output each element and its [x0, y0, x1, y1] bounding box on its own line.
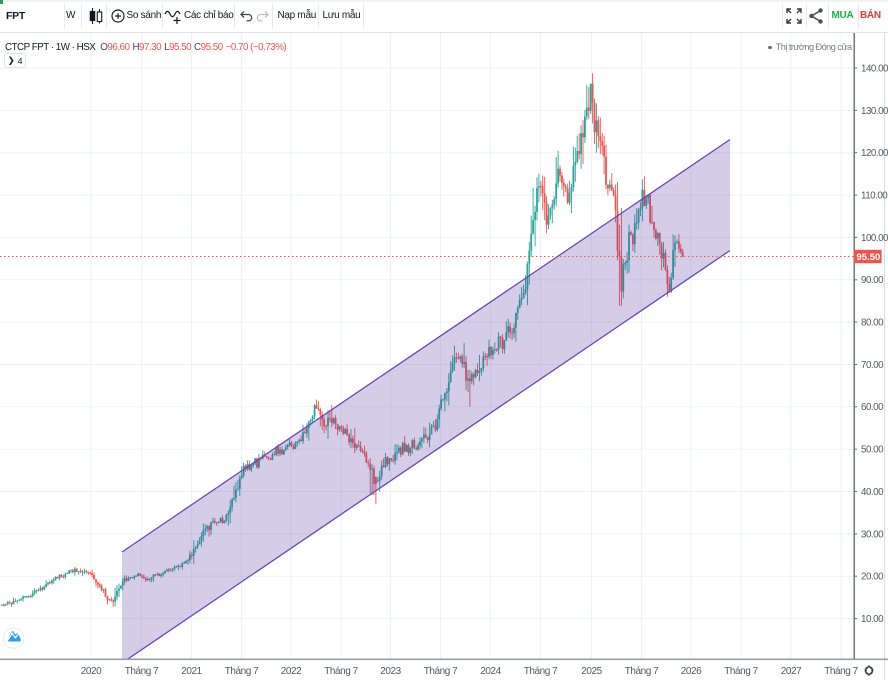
svg-text:100.00: 100.00	[861, 233, 888, 244]
svg-text:2027: 2027	[781, 666, 802, 677]
svg-text:Tháng 7: Tháng 7	[424, 666, 458, 677]
svg-text:110.00: 110.00	[861, 191, 888, 202]
svg-text:40.00: 40.00	[861, 487, 884, 498]
svg-text:2024: 2024	[480, 666, 501, 677]
svg-text:Tháng 7: Tháng 7	[125, 666, 159, 677]
svg-text:130.00: 130.00	[861, 106, 888, 117]
svg-text:60.00: 60.00	[861, 402, 884, 413]
svg-text:70.00: 70.00	[861, 360, 884, 371]
svg-text:Tháng 7: Tháng 7	[625, 666, 659, 677]
svg-text:95.50: 95.50	[857, 252, 881, 263]
svg-text:Tháng 7: Tháng 7	[324, 666, 358, 677]
svg-text:2026: 2026	[681, 666, 702, 677]
svg-text:10.00: 10.00	[861, 614, 884, 625]
svg-text:Tháng 7: Tháng 7	[824, 666, 858, 677]
svg-text:2025: 2025	[581, 666, 602, 677]
svg-text:20.00: 20.00	[861, 572, 884, 583]
svg-text:120.00: 120.00	[861, 148, 888, 159]
svg-text:50.00: 50.00	[861, 445, 884, 456]
svg-text:80.00: 80.00	[861, 318, 884, 329]
svg-text:90.00: 90.00	[861, 275, 884, 286]
svg-text:Tháng 7: Tháng 7	[225, 666, 259, 677]
svg-text:2020: 2020	[81, 666, 102, 677]
svg-text:2021: 2021	[181, 666, 202, 677]
svg-text:2023: 2023	[380, 666, 401, 677]
svg-text:Tháng 7: Tháng 7	[524, 666, 558, 677]
svg-text:140.00: 140.00	[861, 63, 888, 74]
svg-text:Tháng 7: Tháng 7	[724, 666, 758, 677]
svg-text:2022: 2022	[281, 666, 302, 677]
svg-text:30.00: 30.00	[861, 529, 884, 540]
